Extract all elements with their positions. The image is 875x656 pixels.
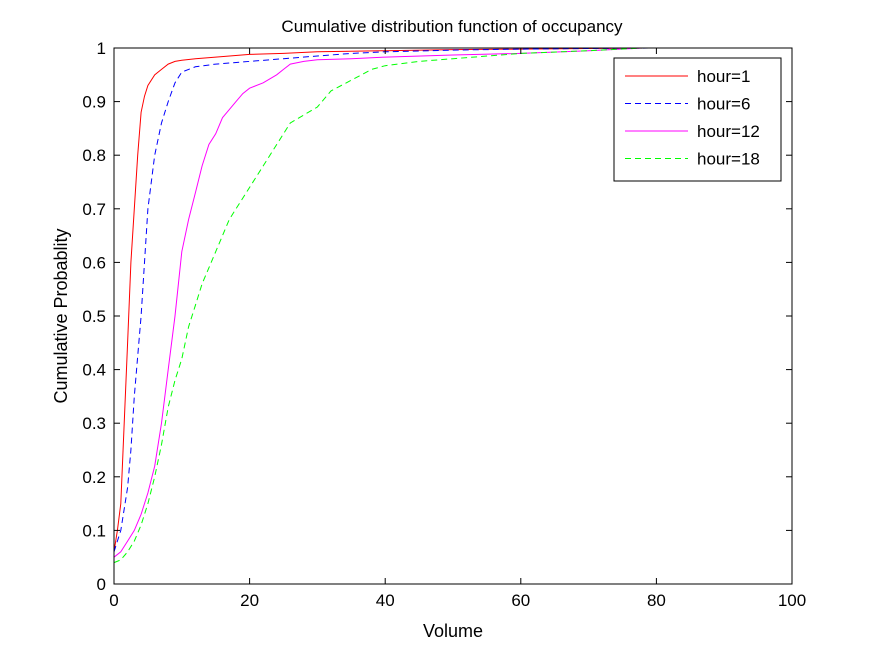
y-tick-label: 0.7 xyxy=(82,200,106,219)
y-tick-label: 0.8 xyxy=(82,146,106,165)
legend: hour=1 hour=6 hour=12 hour=18 xyxy=(613,57,782,182)
y-tick-label: 0.1 xyxy=(82,521,106,540)
y-ticks: 0 0.1 0.2 0.3 0.4 0.5 0.6 0.7 0.8 0.9 1 xyxy=(82,39,792,594)
series-line-3 xyxy=(113,47,643,558)
x-axis-label: Volume xyxy=(423,621,483,641)
legend-label-4: hour=18 xyxy=(697,150,760,169)
y-tick-label: 0.3 xyxy=(82,414,106,433)
x-tick-label: 40 xyxy=(376,591,395,610)
x-tick-label: 20 xyxy=(240,591,259,610)
chart-title: Cumulative distribution function of occu… xyxy=(281,17,623,36)
y-tick-label: 0.6 xyxy=(82,253,106,272)
y-axis-label: Cumulative Probablity xyxy=(51,228,71,403)
x-tick-label: 100 xyxy=(778,591,806,610)
series-line-1 xyxy=(113,47,643,552)
x-tick-label: 80 xyxy=(647,591,666,610)
x-tick-label: 0 xyxy=(109,591,118,610)
x-tick-label: 60 xyxy=(511,591,530,610)
y-tick-label: 0.9 xyxy=(82,93,106,112)
y-tick-label: 1 xyxy=(97,39,106,58)
legend-box xyxy=(613,57,782,182)
series-line-4 xyxy=(113,47,643,564)
x-ticks: 0 20 40 60 80 100 xyxy=(109,48,806,610)
legend-label-3: hour=12 xyxy=(697,122,760,141)
y-tick-label: 0.4 xyxy=(82,361,106,380)
y-tick-label: 0 xyxy=(97,575,106,594)
plot-area xyxy=(113,47,657,564)
y-tick-label: 0.2 xyxy=(82,468,106,487)
legend-label-2: hour=6 xyxy=(697,95,750,114)
y-tick-label: 0.5 xyxy=(82,307,106,326)
legend-label-1: hour=1 xyxy=(697,67,750,86)
